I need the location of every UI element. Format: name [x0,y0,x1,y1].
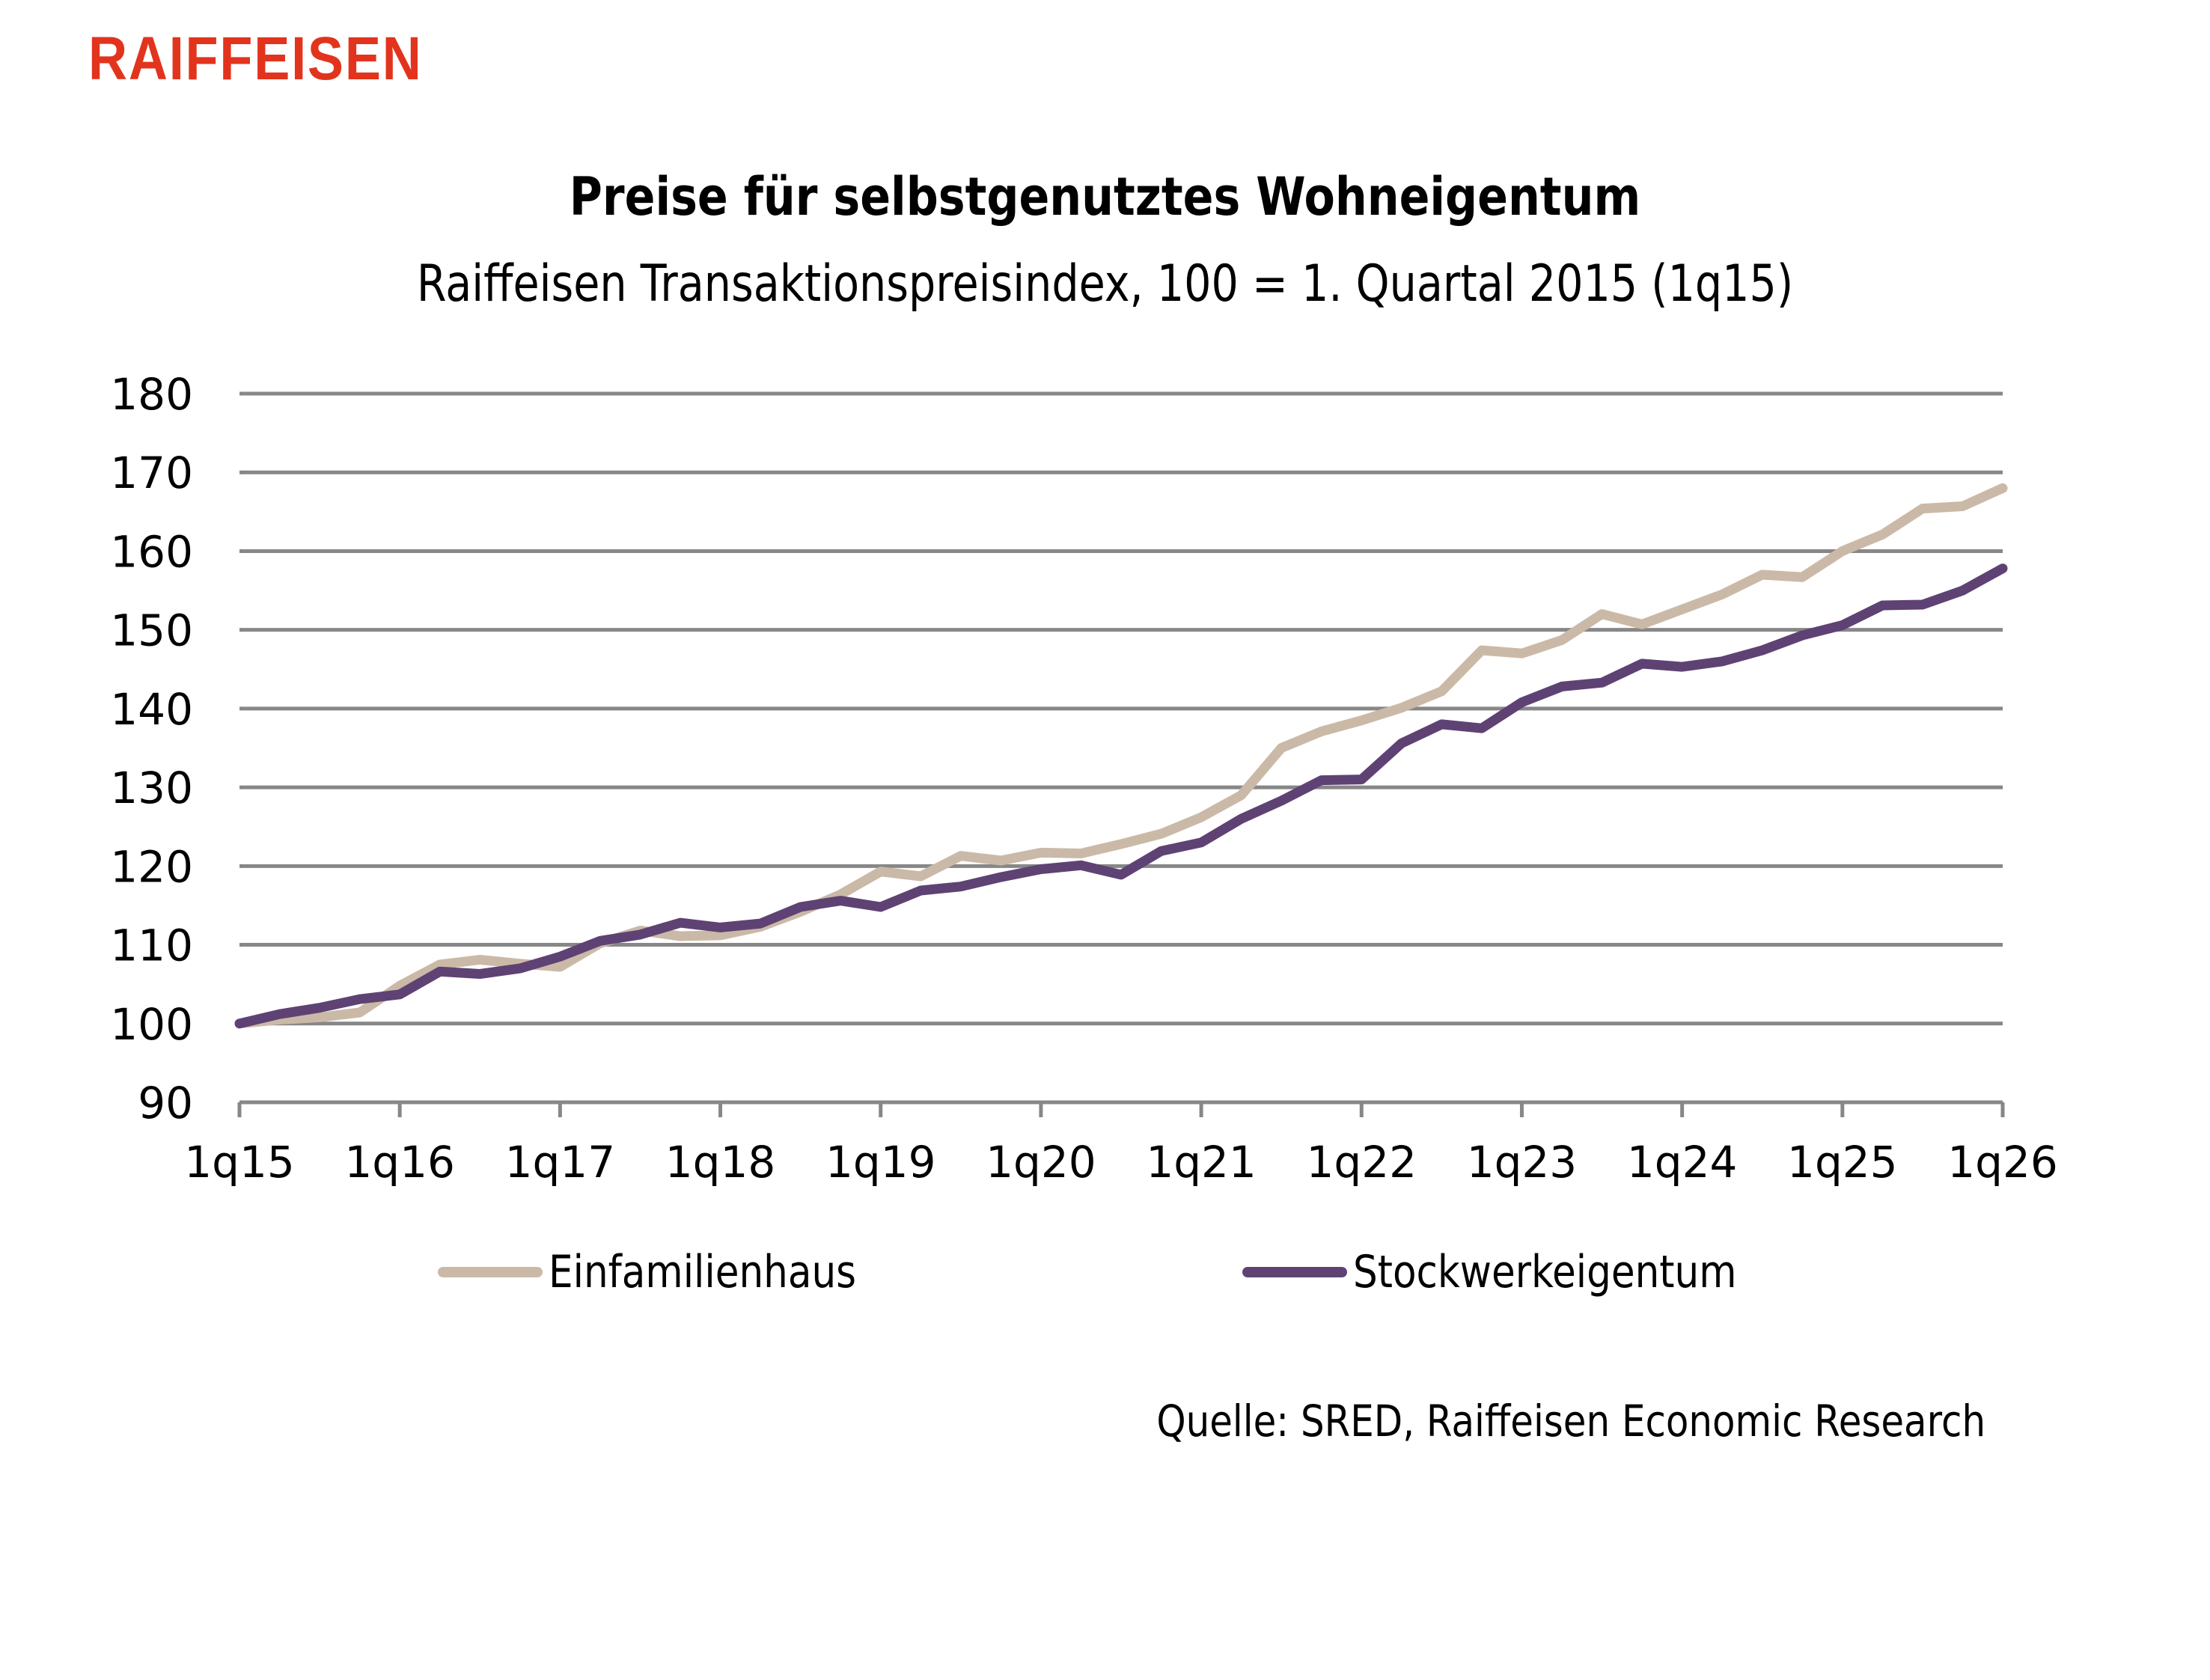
y-tick-label-170: 170 [110,448,193,498]
x-tick-label-1q24: 1q24 [1627,1137,1738,1188]
data-point-stockwerkeigentum-3q17 [639,934,641,935]
data-point-stockwerkeigentum-2q16 [439,971,441,972]
y-tick-label-160: 160 [110,526,193,577]
source-note: Quelle: SRED, Raiffeisen Economic Resear… [1156,1396,1985,1447]
y-tick-label-100: 100 [110,999,193,1050]
data-point-einfamilienhaus-4q18 [840,894,841,895]
data-point-stockwerkeigentum-4q21 [1321,780,1322,781]
legend-swatch-einfamilienhaus [438,1267,543,1277]
data-point-einfamilienhaus-1q20 [1040,852,1042,853]
data-point-einfamilienhaus-3q20 [1120,843,1122,845]
data-point-stockwerkeigentum-1q20 [1040,869,1042,870]
raiffeisen-logo: RAIFFEISEN [88,25,423,93]
x-tick-label-1q23: 1q23 [1467,1137,1578,1188]
legend-swatch-stockwerkeigentum [1242,1267,1347,1277]
y-tick-label-140: 140 [110,684,193,735]
data-point-stockwerkeigentum-3q21 [1280,800,1282,801]
data-point-stockwerkeigentum-1q15 [239,1023,240,1024]
data-point-einfamilienhaus-4q22 [1481,650,1483,651]
chart-subtitle: Raiffeisen Transaktionspreisindex, 100 =… [416,254,1794,314]
x-tick-label-1q17: 1q17 [505,1137,616,1188]
y-tick-label-130: 130 [110,763,193,813]
data-point-einfamilienhaus-2q15 [279,1019,281,1021]
data-point-einfamilienhaus-1q17 [559,966,561,968]
data-point-stockwerkeigentum-2q22 [1401,742,1402,744]
y-tick-label-180: 180 [110,369,193,420]
series-line-stockwerkeigentum [234,563,2008,1029]
data-point-einfamilienhaus-1q21 [1200,816,1202,818]
x-tick-label-1q18: 1q18 [665,1137,776,1188]
data-point-stockwerkeigentum-4q16 [519,968,521,969]
data-point-stockwerkeigentum-4q25 [1962,590,1963,591]
x-tick-label-1q21: 1q21 [1146,1137,1257,1188]
data-point-stockwerkeigentum-2q25 [1881,605,1883,606]
data-point-einfamilienhaus-4q17 [680,935,681,937]
data-point-stockwerkeigentum-4q22 [1481,727,1483,729]
data-point-einfamilienhaus-4q21 [1321,730,1322,732]
legend-item-einfamilienhaus: Einfamilienhaus [438,1242,906,1302]
data-point-einfamilienhaus-3q19 [960,855,962,857]
x-tick-label-1q26: 1q26 [1947,1137,2058,1188]
data-point-stockwerkeigentum-4q15 [359,998,361,1000]
x-axis-labels: 1q15 1q16 1q17 1q18 1q19 1q20 1q21 1q22 1q23 1q24… [184,1137,2058,1188]
data-point-stockwerkeigentum-3q18 [800,906,802,908]
data-point-einfamilienhaus-3q25 [1922,508,1923,510]
data-point-stockwerkeigentum-1q17 [559,956,561,957]
data-point-einfamilienhaus-2q23 [1561,639,1563,641]
y-tick-label-110: 110 [110,920,193,971]
data-point-einfamilienhaus-4q15 [359,1012,361,1013]
data-point-einfamilienhaus-2q25 [1881,534,1883,535]
data-point-einfamilienhaus-2q22 [1401,707,1402,709]
x-tick-label-1q20: 1q20 [986,1137,1096,1188]
y-axis-labels: 90 100 110 120 130 140 150 160 170 180 [110,369,193,1128]
data-point-stockwerkeigentum-1q19 [880,906,882,908]
x-tick-label-1q25: 1q25 [1787,1137,1898,1188]
data-point-stockwerkeigentum-2q18 [760,923,761,924]
data-point-stockwerkeigentum-1q25 [1842,624,1843,626]
data-point-stockwerkeigentum-4q20 [1161,850,1162,852]
x-axis [237,1100,2005,1117]
legend-label: Einfamilienhaus [549,1246,857,1298]
data-point-stockwerkeigentum-1q18 [720,926,721,928]
data-point-einfamilienhaus-2q24 [1721,593,1723,595]
data-point-einfamilienhaus-1q19 [880,871,882,873]
x-tick-label-1q16: 1q16 [344,1137,455,1188]
data-point-stockwerkeigentum-3q25 [1922,604,1923,605]
data-point-stockwerkeigentum-4q24 [1801,635,1803,636]
data-point-stockwerkeigentum-1q22 [1361,779,1362,781]
chart-title: Preise für selbstgenutztes Wohneigentum [569,166,1641,227]
gridlines [239,391,2003,1026]
legend: Einfamilienhaus Stockwerkeigentum [0,1242,2210,1302]
legend-item-stockwerkeigentum: Stockwerkeigentum [1242,1242,1799,1302]
data-point-einfamilienhaus-1q23 [1521,653,1522,654]
y-tick-label-120: 120 [110,841,193,892]
data-point-stockwerkeigentum-4q18 [840,900,841,902]
x-tick-label-1q22: 1q22 [1307,1137,1417,1188]
data-point-stockwerkeigentum-1q21 [1200,842,1202,843]
data-point-einfamilienhaus-2q16 [439,964,441,965]
data-point-stockwerkeigentum-2q24 [1721,661,1723,662]
y-tick-label-150: 150 [110,605,193,656]
data-point-einfamilienhaus-4q24 [1801,576,1803,578]
data-point-einfamilienhaus-1q22 [1361,720,1362,721]
data-point-stockwerkeigentum-4q23 [1641,663,1643,665]
data-point-stockwerkeigentum-3q20 [1120,874,1122,876]
data-point-einfamilienhaus-1q25 [1842,550,1843,552]
data-point-einfamilienhaus-4q25 [1962,505,1963,507]
data-point-stockwerkeigentum-3q19 [960,886,962,888]
x-tick-label-1q15: 1q15 [184,1137,295,1188]
data-point-stockwerkeigentum-2q15 [279,1013,281,1015]
x-tick-label-1q19: 1q19 [825,1137,936,1188]
legend-label: Stockwerkeigentum [1353,1246,1737,1298]
data-point-stockwerkeigentum-2q23 [1561,685,1563,687]
y-tick-label-90: 90 [138,1078,193,1128]
data-point-stockwerkeigentum-1q23 [1521,701,1522,703]
series-lines [234,483,2008,1029]
data-point-einfamilienhaus-4q23 [1641,623,1643,625]
